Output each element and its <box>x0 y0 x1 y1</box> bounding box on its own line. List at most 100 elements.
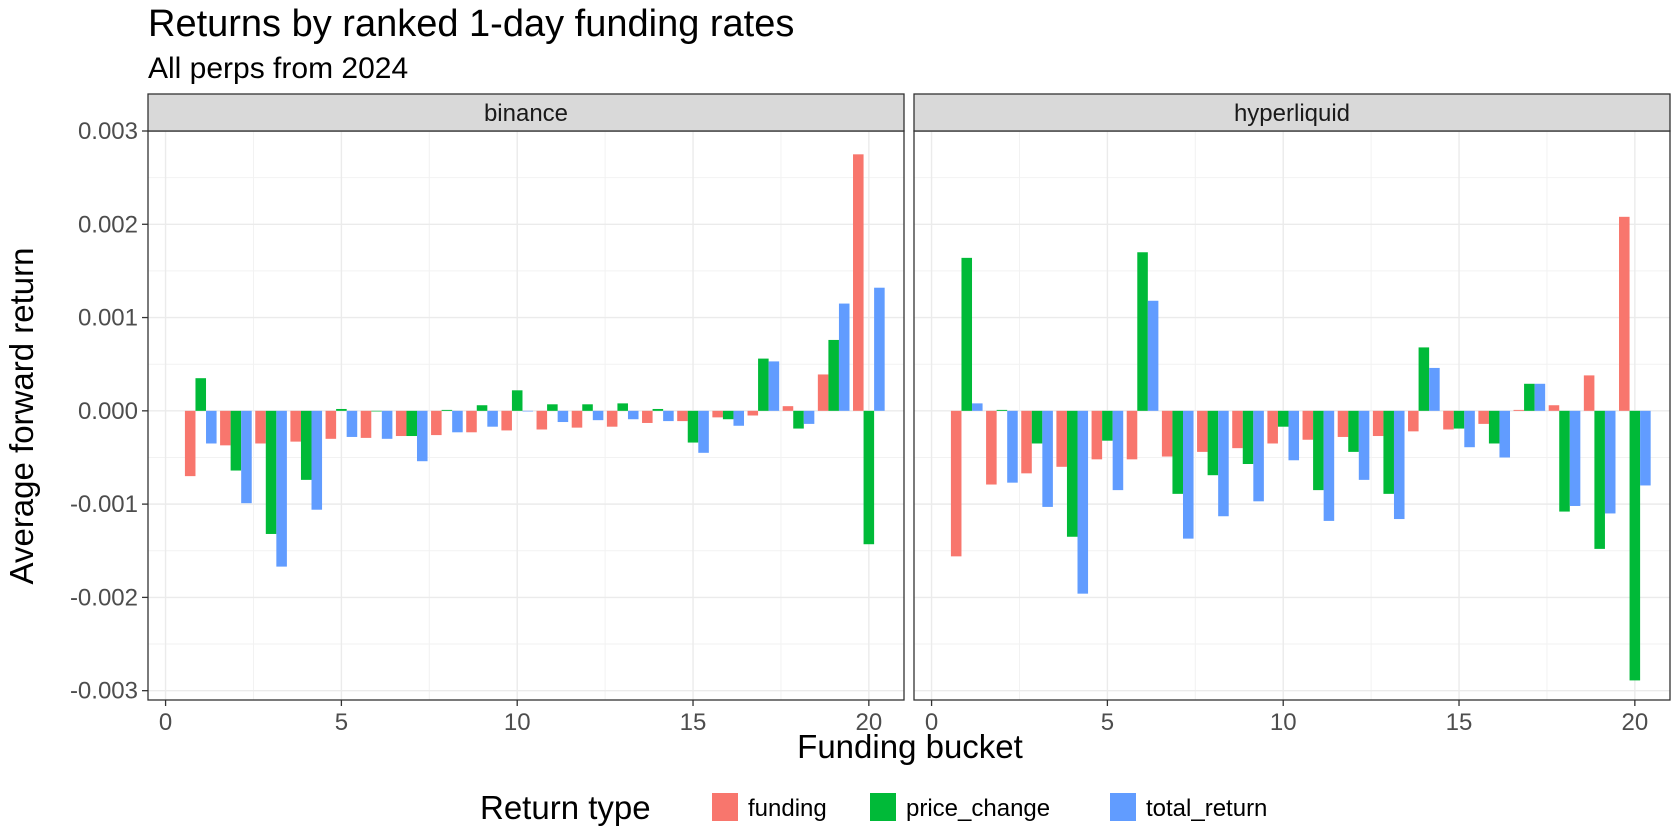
legend-title: Return type <box>480 789 651 826</box>
bar-funding <box>747 410 759 416</box>
bar-price_change <box>1488 410 1500 444</box>
legend-swatch <box>870 793 896 821</box>
bar-total_return <box>1077 410 1089 594</box>
y-tick-label: 0.003 <box>78 118 138 145</box>
bar-price_change <box>406 410 417 437</box>
facet-strip <box>913 93 1671 132</box>
bar-price_change <box>300 410 312 480</box>
bar-price_change <box>722 410 734 420</box>
bar-price_change <box>336 408 347 411</box>
facet-strip-label: hyperliquid <box>1234 100 1350 127</box>
bar-total_return <box>1323 410 1335 521</box>
bar-total_return <box>733 410 745 426</box>
bar-price_change <box>230 410 242 471</box>
bar-total_return <box>1604 410 1616 514</box>
bar-funding <box>1478 410 1489 424</box>
bar-total_return <box>1042 410 1053 507</box>
bar-price_change <box>1207 410 1219 476</box>
x-tick-label: 5 <box>335 709 348 736</box>
bar-total_return <box>1534 383 1546 411</box>
bar-total_return <box>1218 410 1229 517</box>
bar-price_change <box>1172 410 1183 494</box>
bar-funding <box>986 410 997 485</box>
bar-total_return <box>1288 410 1300 461</box>
bar-total_return <box>346 410 358 437</box>
bar-funding <box>220 410 231 446</box>
bar-total_return <box>557 410 569 423</box>
panel-binance: binance 0 5 10 15 20 <box>147 93 905 736</box>
bar-funding <box>1126 410 1138 460</box>
bar-total_return <box>1182 410 1194 539</box>
bar-total_return <box>663 410 674 422</box>
bar-price_change <box>1629 410 1641 681</box>
y-tick-label: 0.002 <box>78 211 138 238</box>
bar-total_return <box>1007 410 1018 483</box>
bar-funding <box>606 410 618 427</box>
bar-price_change <box>195 378 207 411</box>
panel-hyperliquid: hyperliquid 0 5 10 15 20 <box>913 93 1671 736</box>
bar-total_return <box>1464 410 1475 448</box>
bar-funding <box>1302 410 1314 440</box>
bar-price_change <box>511 390 523 411</box>
bar-funding <box>950 410 962 557</box>
bar-total_return <box>1253 410 1264 502</box>
bar-price_change <box>1348 410 1359 452</box>
bar-total_return <box>416 410 428 462</box>
legend-item-price_change: price_change <box>870 793 1050 822</box>
facet-strip-label: binance <box>484 100 568 127</box>
bar-funding <box>1091 410 1103 460</box>
bar-total_return <box>874 287 885 411</box>
bar-funding <box>325 410 337 439</box>
y-tick-label: -0.001 <box>70 491 138 518</box>
bar-price_change <box>1559 410 1570 512</box>
legend-label: total_return <box>1146 795 1267 822</box>
bar-total_return <box>1147 300 1159 411</box>
bar-total_return <box>452 410 463 433</box>
bar-funding <box>1619 216 1630 411</box>
bar-price_change <box>1031 410 1043 444</box>
bar-total_return <box>276 410 287 567</box>
bar-total_return <box>698 410 709 453</box>
bar-price_change <box>371 410 382 412</box>
bar-price_change <box>476 405 488 411</box>
bar-total_return <box>1358 410 1370 480</box>
y-tick-label: -0.003 <box>70 678 138 705</box>
bar-funding <box>184 410 196 477</box>
bar-total_return <box>592 410 604 421</box>
bar-total_return <box>381 410 393 439</box>
bar-funding <box>1056 410 1067 467</box>
bar-funding <box>1408 410 1419 432</box>
bar-funding <box>571 410 583 428</box>
x-tick-label: 0 <box>925 709 938 736</box>
bar-funding <box>1267 410 1278 444</box>
bar-funding <box>466 410 477 433</box>
bar-funding <box>290 410 301 442</box>
bar-funding <box>1583 375 1595 411</box>
bar-funding <box>1021 410 1032 474</box>
bar-price_change <box>863 410 875 545</box>
legend-item-total_return: total_return <box>1110 793 1267 822</box>
bar-funding <box>1513 409 1525 411</box>
legend-swatch <box>1110 793 1136 821</box>
bar-total_return <box>311 410 323 510</box>
chart-title: Returns by ranked 1-day funding rates <box>148 3 794 45</box>
bar-funding <box>817 374 829 411</box>
bar-funding <box>642 410 653 423</box>
y-tick-label: 0.001 <box>78 305 138 332</box>
bar-price_change <box>1242 410 1254 465</box>
bar-funding <box>1197 410 1208 452</box>
bars-hyperliquid <box>950 216 1651 681</box>
bar-price_change <box>547 404 558 411</box>
bar-price_change <box>1453 410 1465 429</box>
bar-funding <box>1232 410 1243 449</box>
y-tick-label: 0.000 <box>78 398 138 425</box>
x-tick-label: 10 <box>1270 709 1297 736</box>
x-axis-hyperliquid: 0 5 10 15 20 <box>925 700 1648 736</box>
bars-binance <box>184 154 885 567</box>
bar-funding <box>712 410 723 418</box>
y-axis-title: Average forward return <box>3 248 40 585</box>
bar-total_return <box>487 410 498 427</box>
bar-price_change <box>1524 383 1535 411</box>
bar-price_change <box>758 358 769 411</box>
